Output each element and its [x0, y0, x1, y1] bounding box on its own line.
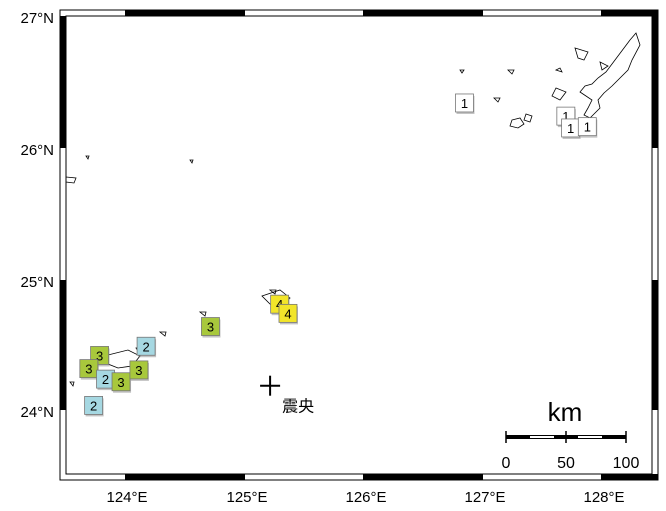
intensity-marker-value: 3 — [207, 320, 214, 335]
lon-label-126e: 126°E — [345, 489, 386, 506]
intensity-marker: 4 — [279, 304, 298, 324]
lat-label-25n: 25°N — [20, 274, 54, 291]
intensity-marker-value: 3 — [117, 375, 124, 390]
intensity-marker: 3 — [130, 361, 149, 381]
intensity-marker-value: 2 — [102, 372, 109, 387]
lon-label-125e: 125°E — [226, 489, 267, 506]
scale-tick-0: 0 — [502, 455, 511, 472]
intensity-marker-value: 2 — [90, 398, 97, 413]
lon-label-124e: 124°E — [106, 489, 147, 506]
lat-label-27n: 27°N — [20, 10, 54, 27]
intensity-marker: 1 — [578, 118, 597, 138]
intensity-marker-value: 1 — [567, 121, 574, 136]
intensity-marker-value: 1 — [584, 120, 591, 135]
intensity-marker-value: 3 — [135, 363, 142, 378]
lon-label-128e: 128°E — [583, 489, 624, 506]
lat-label-26n: 26°N — [20, 142, 54, 159]
intensity-marker: 3 — [80, 360, 99, 380]
intensity-marker-value: 1 — [461, 96, 468, 111]
latitude-labels: 27°N 26°N 25°N 24°N — [20, 10, 54, 421]
lat-label-24n: 24°N — [20, 404, 54, 421]
intensity-marker: 2 — [137, 337, 156, 357]
epicenter-label: 震央 — [282, 398, 314, 416]
intensity-marker: 2 — [85, 396, 104, 416]
scale-tick-50: 50 — [557, 455, 575, 472]
intensity-marker-value: 2 — [142, 339, 149, 354]
scale-unit-label: km — [548, 397, 583, 427]
longitude-labels: 124°E 125°E 126°E 127°E 128°E — [106, 489, 624, 506]
intensity-marker: 3 — [201, 318, 220, 338]
intensity-marker: 1 — [562, 119, 581, 139]
intensity-marker: 1 — [455, 94, 474, 114]
intensity-marker-value: 4 — [284, 306, 291, 321]
scale-tick-100: 100 — [613, 455, 640, 472]
lon-label-127e: 127°E — [464, 489, 505, 506]
intensity-marker-value: 3 — [85, 362, 92, 377]
intensity-marker: 3 — [112, 373, 131, 393]
